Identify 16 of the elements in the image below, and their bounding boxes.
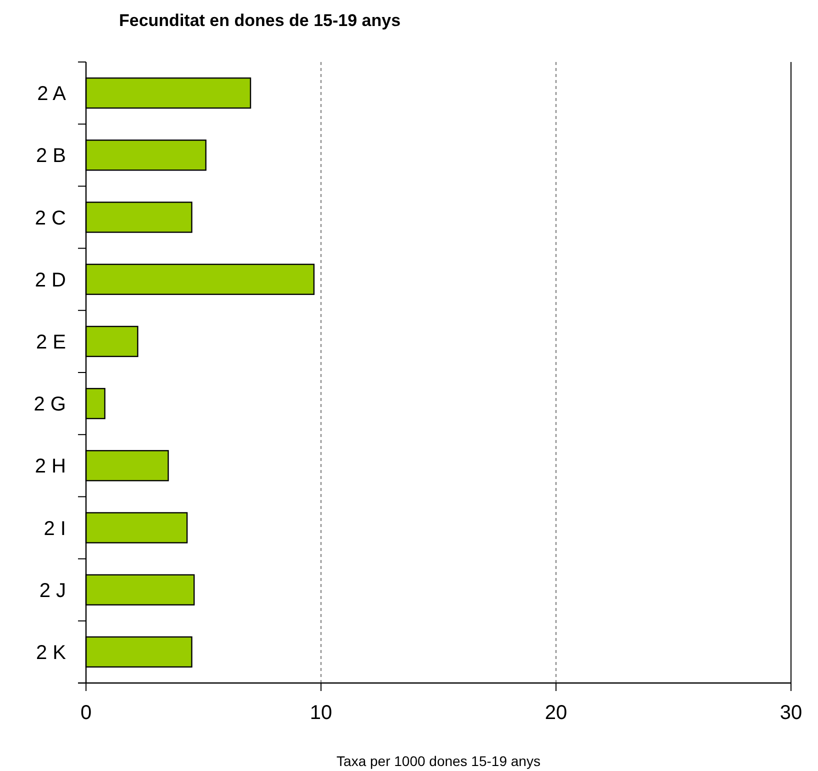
y-tick-label: 2 D bbox=[34, 269, 66, 292]
y-tick-label: 2 B bbox=[36, 145, 66, 168]
x-tick-label: 30 bbox=[780, 702, 802, 724]
y-tick-label: 2 A bbox=[37, 83, 67, 106]
x-axis-title: Taxa per 1000 dones 15-19 anys bbox=[336, 753, 540, 769]
chart-title: Fecunditat en dones de 15-19 anys bbox=[119, 11, 401, 30]
x-tick-label: 0 bbox=[80, 702, 92, 724]
y-tick-label: 2 J bbox=[39, 580, 66, 602]
y-tick-label: 2 I bbox=[44, 518, 66, 540]
y-tick-label: 2 E bbox=[36, 331, 66, 354]
x-tick-label: 20 bbox=[544, 702, 568, 724]
x-tick-label: 10 bbox=[310, 702, 332, 724]
y-tick-label: 2 C bbox=[34, 207, 66, 230]
y-tick-label: 2 K bbox=[36, 642, 67, 664]
y-tick-label: 2 H bbox=[34, 456, 66, 478]
y-tick-label: 2 G bbox=[34, 394, 66, 416]
